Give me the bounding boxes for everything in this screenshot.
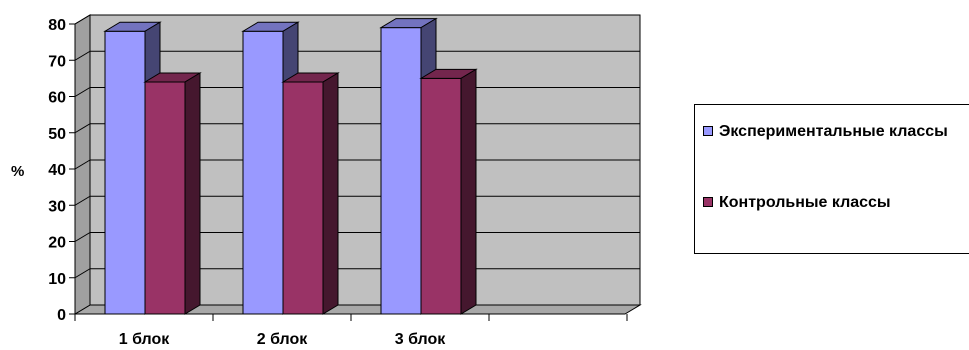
legend-item-series-1: Экспериментальные классы xyxy=(703,120,969,144)
y-tick-label: 10 xyxy=(48,271,66,288)
y-tick-label: 0 xyxy=(57,307,66,324)
x-tick-label: 2 блок xyxy=(257,331,309,348)
y-tick-label: 70 xyxy=(48,53,66,70)
gridline-side xyxy=(74,14,91,25)
legend-label-series-2: Контрольные классы xyxy=(719,194,891,211)
gridline-side xyxy=(74,159,91,170)
bars xyxy=(103,17,478,315)
bar-front xyxy=(242,30,284,315)
x-tick-label: 3 блок xyxy=(395,331,447,348)
bar-side xyxy=(322,72,339,315)
gridline-side xyxy=(74,195,91,206)
legend-swatch-series-2 xyxy=(703,197,713,207)
y-tick-label: 60 xyxy=(48,90,66,107)
bar-front xyxy=(144,81,186,315)
bar-side xyxy=(460,68,477,315)
legend-swatch-series-1 xyxy=(703,126,713,136)
y-tick-label: 30 xyxy=(48,198,66,215)
legend: Экспериментальные классы Контрольные кла… xyxy=(694,104,969,254)
gridline-side xyxy=(74,50,91,61)
y-tick-label: 80 xyxy=(48,17,66,34)
x-axis: 1 блок 2 блок 3 блок xyxy=(74,313,628,348)
bar-2-2 xyxy=(281,72,340,315)
legend-label-series-1: Экспериментальные классы xyxy=(719,123,948,140)
bar-2-3 xyxy=(419,68,478,315)
bar-front xyxy=(282,81,324,315)
gridline-side xyxy=(74,87,91,97)
x-tick-label: 1 блок xyxy=(119,331,171,348)
bar-2-1 xyxy=(143,72,202,315)
y-tick-label: 50 xyxy=(48,126,66,143)
legend-item-series-2: Контрольные классы xyxy=(703,191,969,215)
y-axis: 0 10 20 30 40 50 60 70 80 xyxy=(48,17,76,324)
bar-front xyxy=(104,30,146,315)
bar-side xyxy=(184,72,201,315)
gridline-side xyxy=(74,268,91,279)
gridline-side xyxy=(74,232,91,242)
y-axis-title: % xyxy=(11,163,24,180)
bar-front xyxy=(380,27,422,315)
y-tick-label: 20 xyxy=(48,235,66,252)
gridline-side xyxy=(74,123,91,134)
bar-front xyxy=(420,77,462,315)
y-tick-label: 40 xyxy=(48,162,66,179)
